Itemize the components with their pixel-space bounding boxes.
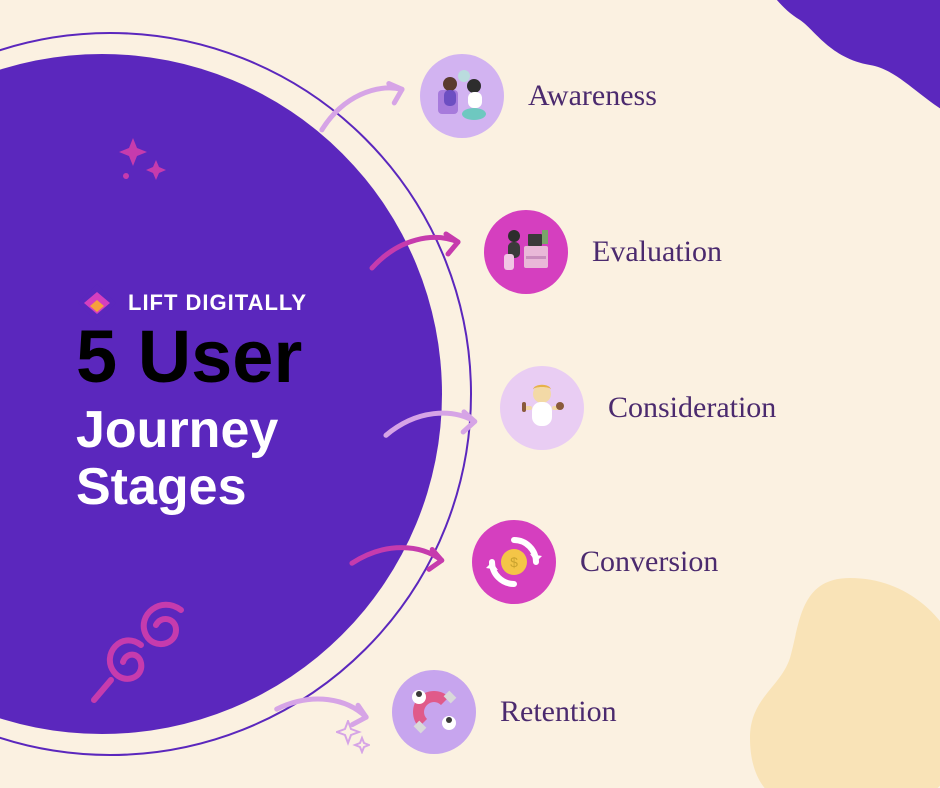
person-thinking-icon	[514, 380, 570, 436]
stage-label: Awareness	[528, 79, 657, 113]
headline: 5 User JourneyStages	[76, 320, 302, 516]
stage-awareness: Awareness	[420, 54, 657, 138]
stage-conversion: $ Conversion	[472, 520, 718, 604]
magnet-users-icon	[405, 683, 463, 741]
stage-label: Conversion	[580, 545, 718, 579]
stage-badge	[420, 54, 504, 138]
stage-consideration: Consideration	[500, 366, 776, 450]
stage-evaluation: Evaluation	[484, 210, 722, 294]
brand-name: LIFT DIGITALLY	[128, 290, 307, 316]
stage-badge	[484, 210, 568, 294]
sparkle-icon	[118, 136, 168, 186]
stage-badge	[500, 366, 584, 450]
stage-label: Evaluation	[592, 235, 722, 269]
stage-retention: Retention	[392, 670, 617, 754]
stage-label: Consideration	[608, 391, 776, 425]
svg-text:$: $	[510, 554, 518, 570]
headline-line1: 5 User	[76, 320, 302, 394]
people-talking-icon	[434, 68, 490, 124]
arrow-icon	[364, 220, 474, 280]
person-at-desk-icon	[498, 224, 554, 280]
money-cycle-icon: $	[484, 532, 544, 592]
squiggle-icon	[86, 600, 196, 710]
infographic-canvas: LIFT DIGITALLY 5 User JourneyStages Awar…	[0, 0, 940, 788]
stage-label: Retention	[500, 695, 617, 729]
stage-badge	[392, 670, 476, 754]
corner-blob	[760, 0, 940, 120]
headline-line2: JourneyStages	[76, 402, 302, 516]
beige-blob	[720, 568, 940, 788]
stage-badge: $	[472, 520, 556, 604]
